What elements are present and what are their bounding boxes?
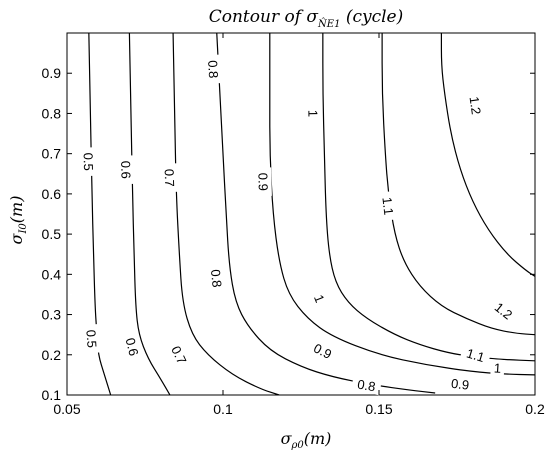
- contour-label-group: 1.2: [465, 90, 486, 121]
- contour-line-0.6: [128, 33, 171, 395]
- y-tick-label: 0.9: [42, 65, 62, 81]
- x-tick-label: 0.1: [213, 401, 233, 417]
- contour-label: 0.6: [123, 336, 142, 357]
- contour-label-bg: [161, 163, 179, 193]
- contour-label-bg: [459, 343, 492, 367]
- contour-label-bg: [255, 167, 272, 197]
- x-tick-label: 0.15: [365, 401, 392, 417]
- y-tick-label: 0.6: [42, 186, 62, 202]
- y-axis-label: σI0(m): [7, 196, 29, 245]
- contour-labels: 0.50.50.60.60.70.70.80.80.80.90.90.91111…: [80, 54, 520, 396]
- contour-label: 0.5: [83, 329, 99, 348]
- contour-label-bg: [204, 54, 223, 84]
- contour-label-group: 1.1: [459, 343, 492, 367]
- y-tick-label: 0.5: [42, 226, 62, 242]
- contour-label-group: 0.9: [445, 374, 476, 394]
- contour-label: 1.1: [465, 345, 487, 365]
- contour-label-bg: [305, 106, 322, 121]
- contour-label-group: 0.6: [121, 331, 144, 363]
- contour-label: 0.6: [118, 161, 133, 179]
- contour-label: 0.9: [311, 340, 334, 362]
- contour-line-0.7: [172, 33, 280, 395]
- contour-label-group: 1: [305, 106, 322, 121]
- contour-label-bg: [207, 263, 227, 294]
- contour-label-bg: [378, 190, 398, 222]
- contour-label-group: 0.7: [161, 163, 179, 193]
- contour-label-group: 0.9: [255, 167, 272, 197]
- contour-label-bg: [83, 323, 101, 354]
- y-tick-label: 0.8: [42, 105, 62, 121]
- contour-label: 0.9: [450, 376, 470, 393]
- plot-frame: [66, 32, 536, 396]
- contour-label-bg: [351, 374, 382, 396]
- x-tick-label: 0.2: [525, 401, 545, 417]
- contour-label-bg: [306, 337, 340, 365]
- contour-label-group: 0.5: [83, 323, 101, 354]
- y-tick-label: 0.7: [42, 146, 62, 162]
- contour-label: 0.8: [356, 377, 376, 395]
- x-axis-ticks: 0.05 0.1 0.15 0.2: [53, 33, 545, 417]
- x-axis-label: σρ0(m): [281, 429, 332, 451]
- contour-label-bg: [487, 295, 520, 326]
- contour-label: 1.2: [467, 95, 484, 115]
- y-tick-label: 0.1: [42, 387, 62, 403]
- contour-label: 0.8: [208, 269, 225, 289]
- contour-label-bg: [80, 147, 98, 177]
- contour-label: 0.7: [168, 344, 189, 367]
- contour-label-group: 0.6: [117, 155, 135, 185]
- y-tick-label: 0.2: [42, 347, 62, 363]
- contour-label-bg: [117, 155, 135, 185]
- y-tick-label: 0.3: [42, 307, 62, 323]
- plot-area: 0.50.50.60.60.70.70.80.80.80.90.90.91111…: [42, 32, 545, 417]
- contour-label: 0.9: [255, 173, 270, 191]
- y-tick-label: 0.4: [42, 266, 62, 282]
- contour-label-bg: [490, 359, 505, 377]
- y-axis-ticks: 0.1 0.2 0.3 0.4 0.5 0.6 0.7 0.8 0.9: [42, 65, 535, 403]
- contour-label-bg: [309, 289, 330, 308]
- contour-label-group: 0.8: [204, 54, 223, 84]
- contour-label: 1.1: [379, 196, 396, 216]
- contour-label: 0.5: [81, 153, 96, 171]
- contour-label-bg: [121, 331, 144, 363]
- contour-label: 0.8: [205, 60, 221, 79]
- contour-label-group: 0.5: [80, 147, 98, 177]
- contour-label-group: 0.8: [207, 263, 227, 294]
- contour-label-bg: [165, 338, 193, 372]
- contour-label-group: 0.9: [306, 337, 340, 365]
- contour-line-1.2: [440, 33, 535, 277]
- contour-label-bg: [445, 374, 476, 394]
- contour-label-bg: [465, 90, 486, 121]
- contour-label-group: 0.8: [351, 374, 382, 396]
- contour-label-group: 0.7: [165, 338, 193, 372]
- contour-label-group: 1.1: [378, 190, 398, 222]
- contour-line-1.1: [381, 33, 535, 336]
- contour-label: 1: [493, 360, 501, 375]
- contour-line-1: [322, 33, 535, 362]
- contour-label-group: 1: [309, 289, 330, 308]
- contour-label-group: 1: [490, 359, 505, 377]
- contour-label: 1: [305, 110, 320, 117]
- x-tick-label: 0.05: [53, 401, 80, 417]
- contour-label: 0.7: [162, 169, 178, 188]
- chart-title: Contour of σN̂E1 (cycle): [209, 7, 404, 30]
